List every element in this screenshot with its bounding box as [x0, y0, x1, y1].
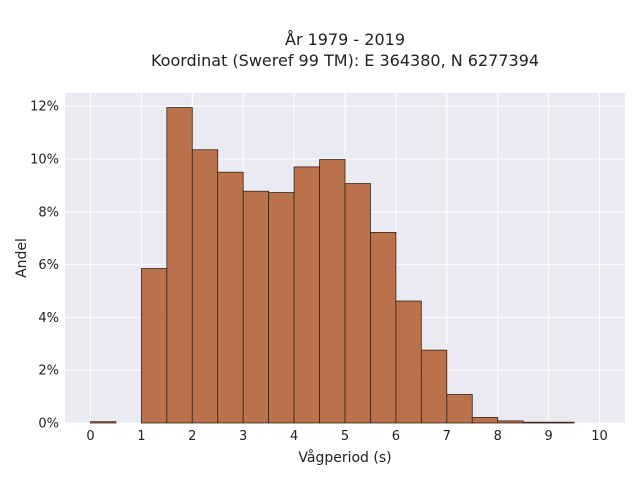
histogram-bar	[471, 417, 499, 424]
y-tick-label: 0%	[38, 417, 59, 432]
y-tick-label: 8%	[38, 205, 59, 220]
x-tick-label: 4	[290, 429, 298, 444]
histogram-bar	[370, 231, 397, 424]
x-tick-label: 1	[137, 429, 145, 444]
y-tick-label: 2%	[38, 364, 59, 379]
histogram-bar	[344, 183, 371, 424]
y-tick-label: 10%	[30, 153, 59, 168]
histogram-bar	[268, 192, 295, 424]
histogram-bar	[548, 421, 575, 424]
histogram-bar	[293, 166, 320, 424]
histogram-bar	[166, 107, 193, 424]
histogram-bar	[420, 349, 448, 424]
histogram-bar	[90, 421, 117, 424]
chart-title-line1: År 1979 - 2019	[285, 30, 405, 49]
x-tick-label: 8	[494, 429, 502, 444]
y-tick-label: 4%	[38, 311, 59, 326]
x-tick-label: 0	[86, 429, 94, 444]
x-tick-label: 3	[239, 429, 247, 444]
histogram-bar	[217, 171, 244, 424]
x-tick-label: 2	[188, 429, 196, 444]
histogram-bar	[140, 268, 168, 424]
x-tick-label: 5	[341, 429, 349, 444]
x-axis-ticks: 0 1 2 3 4 5 6 7 8 9 10	[86, 429, 608, 444]
histogram-bar	[522, 421, 550, 424]
x-tick-label: 6	[392, 429, 400, 444]
x-tick-label: 10	[591, 429, 608, 444]
bars	[90, 107, 575, 424]
x-axis-label: Vågperiod (s)	[298, 449, 391, 466]
y-tick-label: 12%	[30, 100, 59, 115]
x-tick-label: 7	[443, 429, 451, 444]
y-tick-label: 6%	[38, 258, 59, 273]
histogram-bar	[319, 159, 346, 424]
y-axis-ticks: 0% 2% 4% 6% 8% 10% 12%	[30, 100, 59, 432]
histogram-bar	[395, 300, 422, 424]
chart-title-line2: Koordinat (Sweref 99 TM): E 364380, N 62…	[151, 51, 539, 70]
histogram-bar	[497, 420, 524, 424]
histogram-bar	[191, 149, 219, 424]
x-tick-label: 9	[544, 429, 552, 444]
y-axis-label: Andel	[14, 238, 30, 278]
histogram-bar	[242, 190, 270, 424]
histogram-bar	[446, 394, 473, 424]
